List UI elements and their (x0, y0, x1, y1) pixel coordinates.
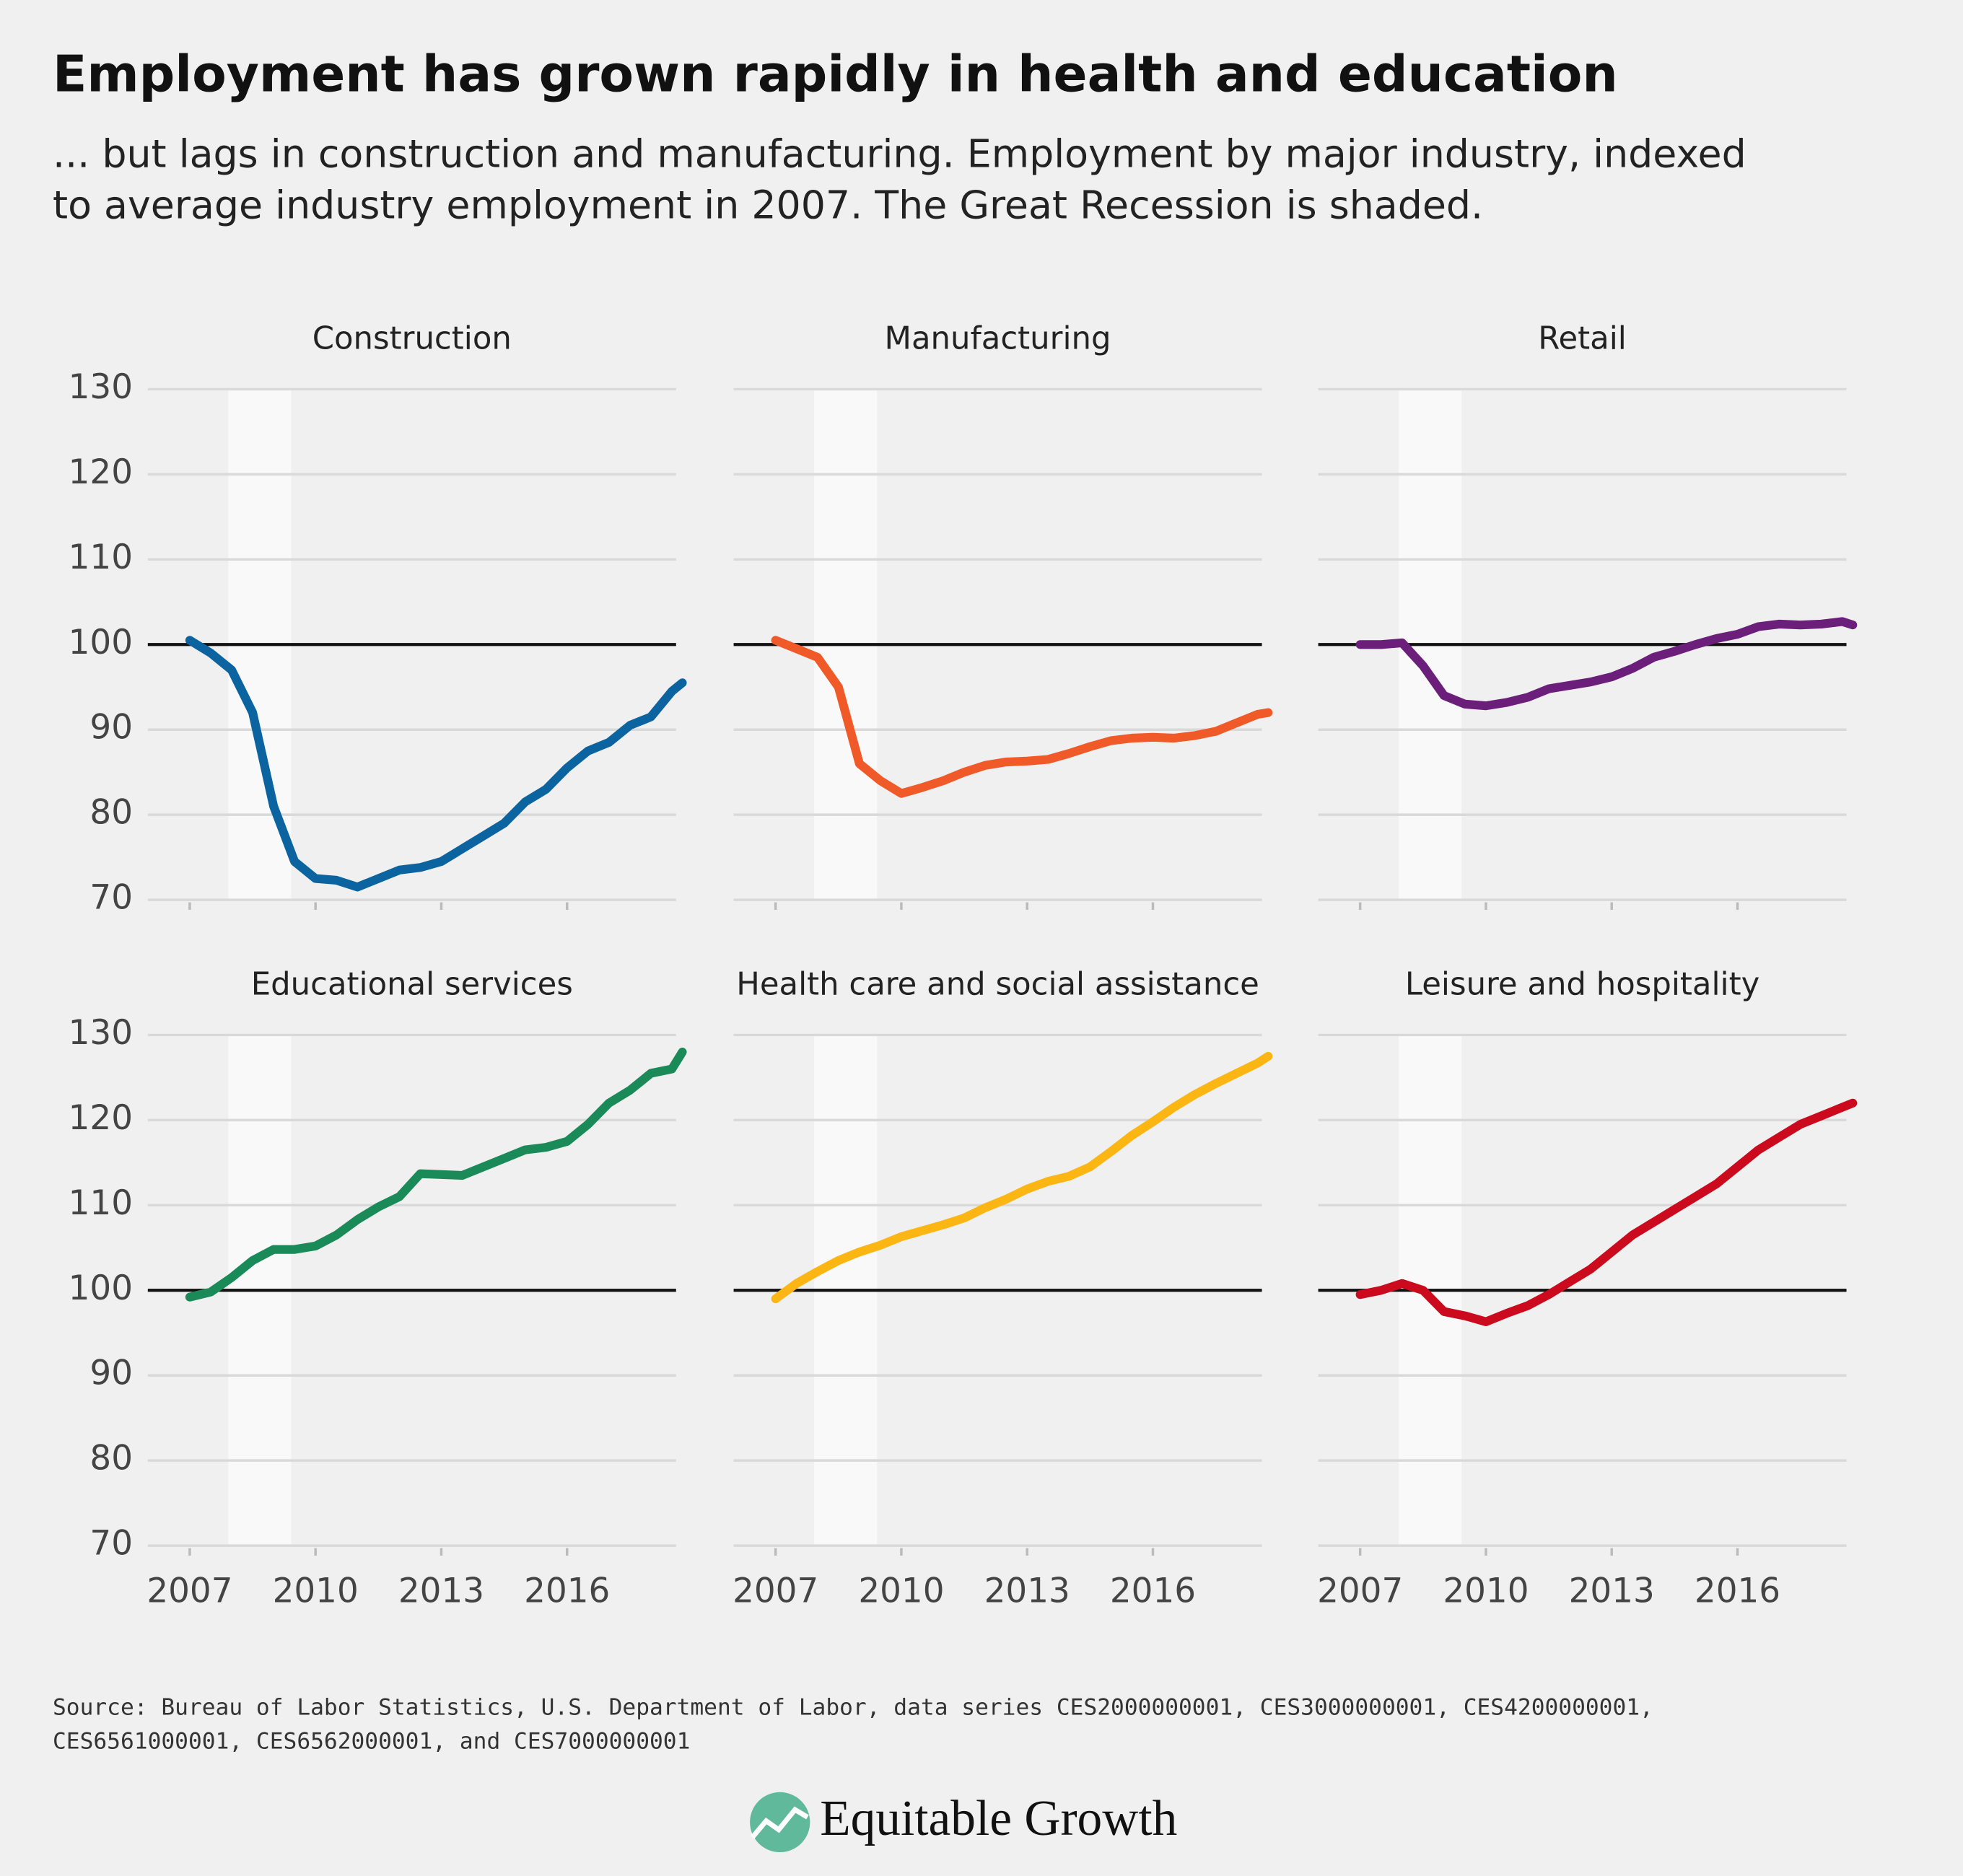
x-tick-label: 2016 (524, 1572, 610, 1611)
y-tick-label: 100 (69, 623, 133, 662)
y-tick-label: 80 (89, 794, 133, 833)
x-tick-label: 2007 (147, 1572, 232, 1611)
x-tick-label: 2007 (733, 1572, 818, 1611)
panel: Educational services 70 80 90 100 110 120 130 20… (69, 966, 687, 1611)
panel: Leisure and hospitality 2007 2010 2013 2016 (1317, 966, 1858, 1611)
data-line (185, 1047, 687, 1302)
y-tick-label: 70 (89, 879, 133, 918)
x-tick-label: 2010 (1443, 1572, 1529, 1611)
chart-title: Employment has grown rapidly in health a… (53, 46, 1618, 104)
data-line (771, 1051, 1273, 1304)
data-line (771, 636, 1273, 798)
source: Source: Bureau of Labor Statistics, U.S.… (53, 1695, 1653, 1721)
y-tick-label: 120 (69, 1099, 133, 1138)
x-tick-label: 2010 (858, 1572, 944, 1611)
y-tick-label: 120 (69, 453, 133, 492)
y-tick-label: 110 (69, 1184, 133, 1223)
x-tick-label: 2013 (398, 1572, 484, 1611)
x-tick-label: 2010 (273, 1572, 359, 1611)
y-tick-label: 70 (89, 1525, 133, 1564)
y-tick-label: 90 (89, 709, 133, 748)
x-tick-label: 2013 (984, 1572, 1070, 1611)
panel: Manufacturing (733, 320, 1273, 910)
panel: Retail (1318, 320, 1858, 910)
source: CES6561000001, CES6562000001, and CES700… (53, 1728, 690, 1754)
y-tick-label: 110 (69, 538, 133, 577)
y-tick-label: 80 (89, 1439, 133, 1478)
x-tick-label: 2016 (1695, 1572, 1780, 1611)
subtitle: to average industry employment in 2007. … (53, 183, 1483, 228)
panel-title: Construction (312, 320, 512, 356)
panel-title: Manufacturing (885, 320, 1111, 356)
y-tick-label: 90 (89, 1354, 133, 1393)
y-tick-label: 100 (69, 1269, 133, 1308)
logo: Equitable Growth (750, 1791, 1177, 1853)
data-line (185, 636, 687, 892)
x-tick-label: 2013 (1569, 1572, 1655, 1611)
panel-title: Health care and social assistance (736, 966, 1259, 1002)
panel-title: Retail (1538, 320, 1627, 356)
x-tick-label: 2007 (1317, 1572, 1403, 1611)
y-tick-label: 130 (69, 1014, 133, 1053)
y-tick-label: 130 (69, 368, 133, 407)
panel-title: Leisure and hospitality (1405, 966, 1759, 1002)
data-line (1355, 1098, 1858, 1326)
panel: Health care and social assistance 2007 201… (733, 966, 1273, 1611)
data-line (1355, 617, 1858, 711)
panel: Construction 70 80 90 100 110 120 130 (69, 320, 687, 918)
subtitle: ... but lags in construction and manufac… (53, 131, 1746, 176)
logo-icon (750, 1806, 809, 1839)
brand: Equitable Growth (820, 1791, 1177, 1846)
panel-title: Educational services (251, 966, 573, 1002)
logo-icon (750, 1792, 810, 1853)
x-tick-label: 2016 (1110, 1572, 1196, 1611)
